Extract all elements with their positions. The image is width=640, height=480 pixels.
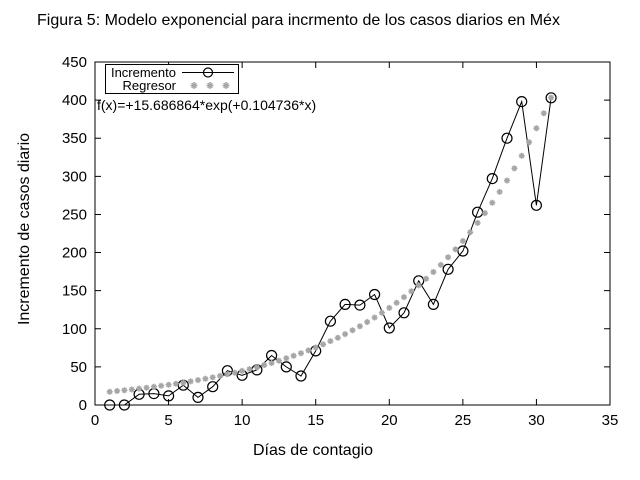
increment-point bbox=[369, 288, 381, 301]
x-tick-label: 20 bbox=[381, 412, 398, 429]
y-tick-label: 450 bbox=[62, 54, 87, 71]
increment-point bbox=[295, 370, 307, 382]
increment-point bbox=[192, 391, 204, 403]
increment-line-marker-icon bbox=[182, 67, 234, 78]
figure-title: Figura 5: Modelo exponencial para incrme… bbox=[37, 12, 560, 29]
y-tick-label: 350 bbox=[62, 130, 87, 147]
x-tick-label: 30 bbox=[528, 412, 545, 429]
y-tick-label: 0 bbox=[79, 397, 87, 414]
increment-point bbox=[354, 299, 366, 311]
x-tick-label: 35 bbox=[602, 412, 619, 429]
increment-point bbox=[501, 132, 513, 144]
increment-point bbox=[280, 361, 292, 373]
x-tick-label: 10 bbox=[234, 412, 251, 429]
increment-point bbox=[442, 263, 454, 275]
increment-point bbox=[486, 173, 498, 185]
increment-point bbox=[118, 399, 131, 411]
legend: Incremento Regresor bbox=[105, 64, 239, 94]
legend-label-incremento: Incremento bbox=[110, 64, 176, 80]
y-tick-label: 300 bbox=[62, 168, 87, 185]
legend-item-incremento: Incremento bbox=[106, 64, 238, 80]
y-tick-label: 50 bbox=[70, 359, 87, 376]
increment-point bbox=[545, 92, 557, 104]
y-tick-label: 150 bbox=[62, 283, 87, 300]
legend-label-regresor: Regresor bbox=[122, 78, 176, 94]
increment-point bbox=[104, 399, 116, 411]
increment-point bbox=[516, 95, 528, 108]
y-tick-label: 200 bbox=[62, 245, 87, 262]
y-tick-label: 250 bbox=[62, 206, 87, 223]
y-tick-label: 100 bbox=[62, 321, 87, 338]
regressor-marker-icon bbox=[190, 82, 230, 90]
increment-point bbox=[398, 307, 410, 319]
increment-point bbox=[207, 381, 219, 393]
increment-point bbox=[383, 322, 395, 334]
x-tick-label: 0 bbox=[91, 412, 99, 429]
x-tick-label: 25 bbox=[455, 412, 472, 429]
x-tick-label: 5 bbox=[164, 412, 172, 429]
axis-ticks bbox=[94, 61, 611, 406]
increment-line bbox=[109, 97, 552, 406]
legend-item-regresor: Regresor bbox=[106, 78, 238, 94]
x-tick-label: 15 bbox=[307, 412, 324, 429]
increment-point bbox=[324, 315, 336, 327]
increment-point bbox=[163, 390, 175, 402]
x-axis-label: Días de contagio bbox=[252, 442, 374, 459]
increment-point bbox=[339, 298, 351, 310]
increment-point bbox=[472, 206, 484, 218]
increment-point bbox=[530, 199, 543, 211]
regression-formula: f(x)=+15.686864*exp(+0.104736*x) bbox=[97, 97, 317, 113]
y-tick-label: 400 bbox=[62, 92, 87, 109]
y-axis-label: Incremento de casos diario bbox=[16, 132, 33, 326]
plot-frame bbox=[94, 61, 611, 406]
regressor-points bbox=[106, 94, 555, 395]
increment-point bbox=[427, 298, 439, 310]
